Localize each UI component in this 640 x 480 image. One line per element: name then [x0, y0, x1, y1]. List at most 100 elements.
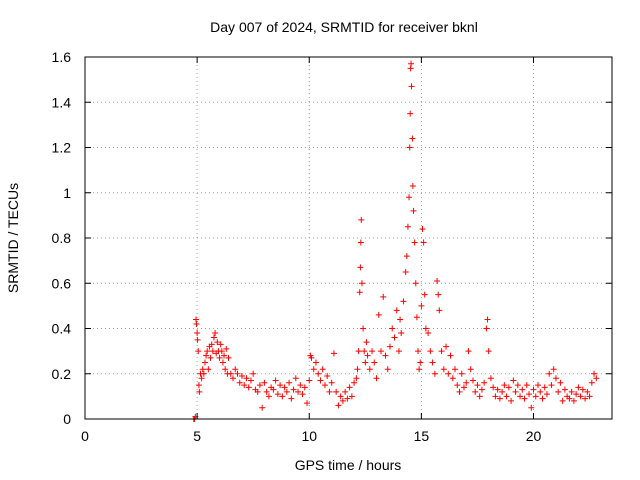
y-tick-label: 1	[63, 185, 71, 201]
x-tick-label: 5	[193, 428, 201, 444]
data-point	[395, 348, 402, 355]
data-point	[195, 382, 202, 389]
data-point	[421, 291, 428, 298]
data-point	[194, 336, 201, 343]
data-point	[492, 393, 499, 400]
data-point	[310, 366, 317, 373]
data-point	[435, 291, 442, 298]
chart-title: Day 007 of 2024, SRMTID for receiver bkn…	[210, 19, 478, 35]
data-point	[438, 348, 445, 355]
data-point	[584, 388, 591, 395]
data-point	[568, 388, 575, 395]
data-point	[328, 379, 335, 386]
data-point	[412, 280, 419, 287]
data-point	[410, 207, 417, 214]
data-point	[295, 388, 302, 395]
data-point	[319, 366, 326, 373]
data-point	[508, 397, 515, 404]
data-point	[483, 325, 490, 332]
data-point	[397, 316, 404, 323]
axis-tick-labels: 0 0.2 0.4 0.6 0.8 1 1.2 1.4 1.6 0 5 10 15 20	[52, 49, 542, 444]
data-point	[378, 348, 385, 355]
y-tick-label: 1.6	[52, 49, 72, 65]
data-point	[292, 375, 299, 382]
data-point	[362, 359, 369, 366]
data-point	[346, 384, 353, 391]
data-point	[436, 307, 443, 314]
data-point	[481, 379, 488, 386]
data-point	[217, 341, 224, 348]
data-point	[431, 370, 438, 377]
data-points	[190, 60, 600, 422]
data-point	[499, 388, 506, 395]
data-point	[344, 395, 351, 402]
data-point	[546, 370, 553, 377]
data-point	[543, 391, 550, 398]
data-point	[304, 400, 311, 407]
data-point	[487, 375, 494, 382]
x-axis-label: GPS time / hours	[295, 457, 402, 473]
data-point	[573, 391, 580, 398]
data-point	[456, 388, 463, 395]
data-point	[361, 348, 368, 355]
data-point	[458, 370, 465, 377]
data-point	[245, 384, 252, 391]
data-point	[199, 366, 206, 373]
data-point	[404, 223, 411, 230]
data-point	[496, 395, 503, 402]
data-point	[523, 382, 530, 389]
data-point	[434, 277, 441, 284]
data-point	[427, 348, 434, 355]
data-point	[247, 377, 254, 384]
data-point	[447, 352, 454, 359]
data-point	[223, 345, 230, 352]
data-point	[364, 352, 371, 359]
data-point	[440, 366, 447, 373]
data-point	[196, 388, 203, 395]
data-point	[469, 377, 476, 384]
data-point	[355, 348, 362, 355]
data-point	[250, 370, 257, 377]
data-point	[407, 110, 414, 117]
data-point	[386, 343, 393, 350]
data-point	[281, 384, 288, 391]
data-point	[400, 298, 407, 305]
data-point	[193, 320, 200, 327]
data-point	[371, 359, 378, 366]
data-point	[389, 325, 396, 332]
data-point	[200, 370, 207, 377]
data-point	[201, 359, 208, 366]
data-point	[306, 377, 313, 384]
data-point	[270, 386, 277, 393]
data-point	[208, 341, 215, 348]
data-point	[420, 239, 427, 246]
x-tick-label: 20	[526, 428, 542, 444]
data-point	[416, 366, 423, 373]
data-point	[521, 395, 528, 402]
data-point	[236, 379, 243, 386]
data-point	[219, 359, 226, 366]
data-point	[454, 382, 461, 389]
data-point	[366, 366, 373, 373]
data-point	[357, 264, 364, 271]
data-point	[417, 359, 424, 366]
data-point	[418, 302, 425, 309]
data-point	[354, 366, 361, 373]
data-point	[230, 375, 237, 382]
y-tick-label: 1.2	[52, 140, 72, 156]
data-point	[530, 386, 537, 393]
data-point	[324, 373, 331, 380]
data-point	[586, 393, 593, 400]
y-tick-label: 0.2	[52, 366, 72, 382]
data-point	[259, 404, 266, 411]
data-point	[358, 216, 365, 223]
data-point	[555, 388, 562, 395]
x-tick-label: 0	[81, 428, 89, 444]
data-point	[384, 366, 391, 373]
y-axis-label: SRMTID / TECUs	[5, 183, 21, 293]
data-point	[317, 377, 324, 384]
data-point	[218, 348, 225, 355]
data-point	[254, 388, 261, 395]
